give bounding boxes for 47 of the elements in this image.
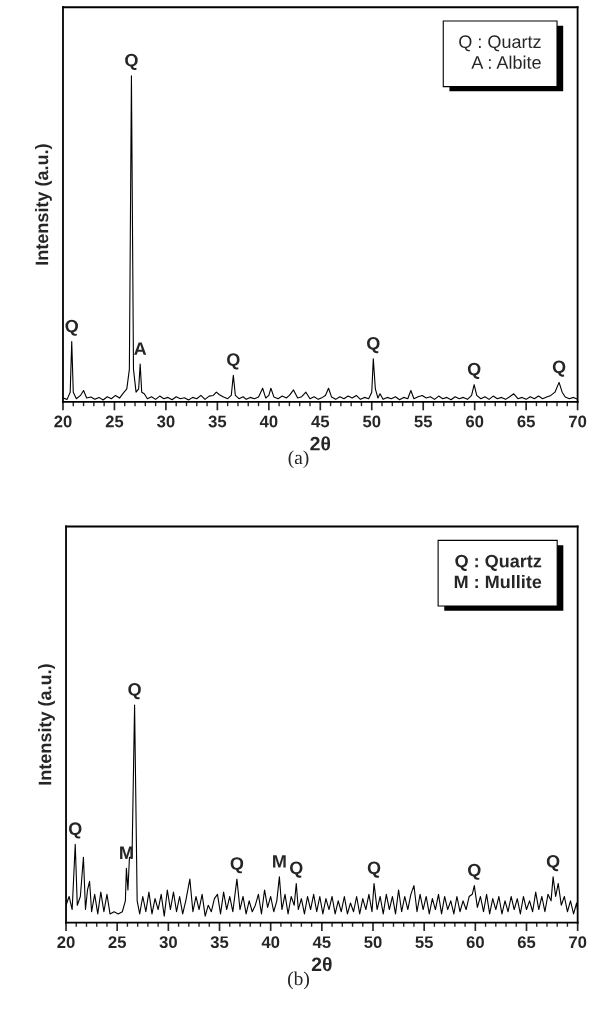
annotation: Q	[552, 360, 566, 377]
x-tick-label: 40	[259, 415, 278, 428]
x-tick-label: 55	[414, 415, 433, 428]
annotation: Q	[546, 855, 560, 872]
x-axis-title: 2θ	[310, 436, 331, 451]
text: Q : Quartz	[459, 35, 541, 52]
x-tick-label: 45	[311, 415, 330, 428]
x-tick-label: 45	[312, 936, 331, 949]
x-tick-label: 65	[517, 415, 535, 428]
x-tick-label: 30	[157, 415, 175, 428]
x-tick-label: 50	[363, 415, 381, 428]
x-tick-label: 65	[517, 936, 536, 949]
x-tick-label: 20	[57, 936, 75, 949]
text: M : Mullite	[454, 575, 542, 589]
x-tick-label: 50	[364, 936, 382, 949]
x-tick-label: 40	[261, 936, 280, 949]
annotation: Q	[367, 861, 381, 878]
annotation: Q	[289, 861, 303, 878]
annotation: Q	[367, 336, 380, 354]
text: (b)	[288, 971, 309, 990]
x-tick-label: 60	[466, 415, 484, 428]
x-tick-label: 35	[210, 936, 229, 949]
annotation: Q	[128, 683, 141, 700]
x-tick-label: 70	[569, 415, 587, 428]
annotation: Q	[65, 319, 78, 336]
y-axis-title: Intensity (a.u.)	[38, 664, 55, 785]
annotation: Q	[468, 863, 481, 880]
x-tick-label: 70	[569, 936, 587, 949]
x-tick-label: 20	[54, 415, 72, 428]
x-tick-label: 30	[159, 936, 177, 949]
x-tick-label: 25	[108, 936, 126, 949]
annotation: Q	[230, 857, 244, 874]
annotation: M	[273, 855, 286, 868]
text: Q : Quartz	[455, 554, 542, 571]
annotation: Q	[68, 822, 82, 839]
annotation: Q	[125, 53, 138, 70]
x-tick-label: 55	[415, 936, 433, 949]
x-tick-label: 35	[208, 415, 227, 428]
annotation: Q	[467, 362, 481, 379]
text: (a)	[288, 450, 309, 469]
x-tick-label: 60	[466, 936, 484, 949]
text: A : Albite	[471, 55, 541, 69]
annotation: Q	[227, 353, 240, 370]
x-axis-title: 2θ	[311, 956, 332, 972]
x-tick-label: 25	[105, 415, 124, 428]
annotation: A	[134, 342, 147, 355]
y-axis-title: Intensity (a.u.)	[35, 144, 52, 265]
